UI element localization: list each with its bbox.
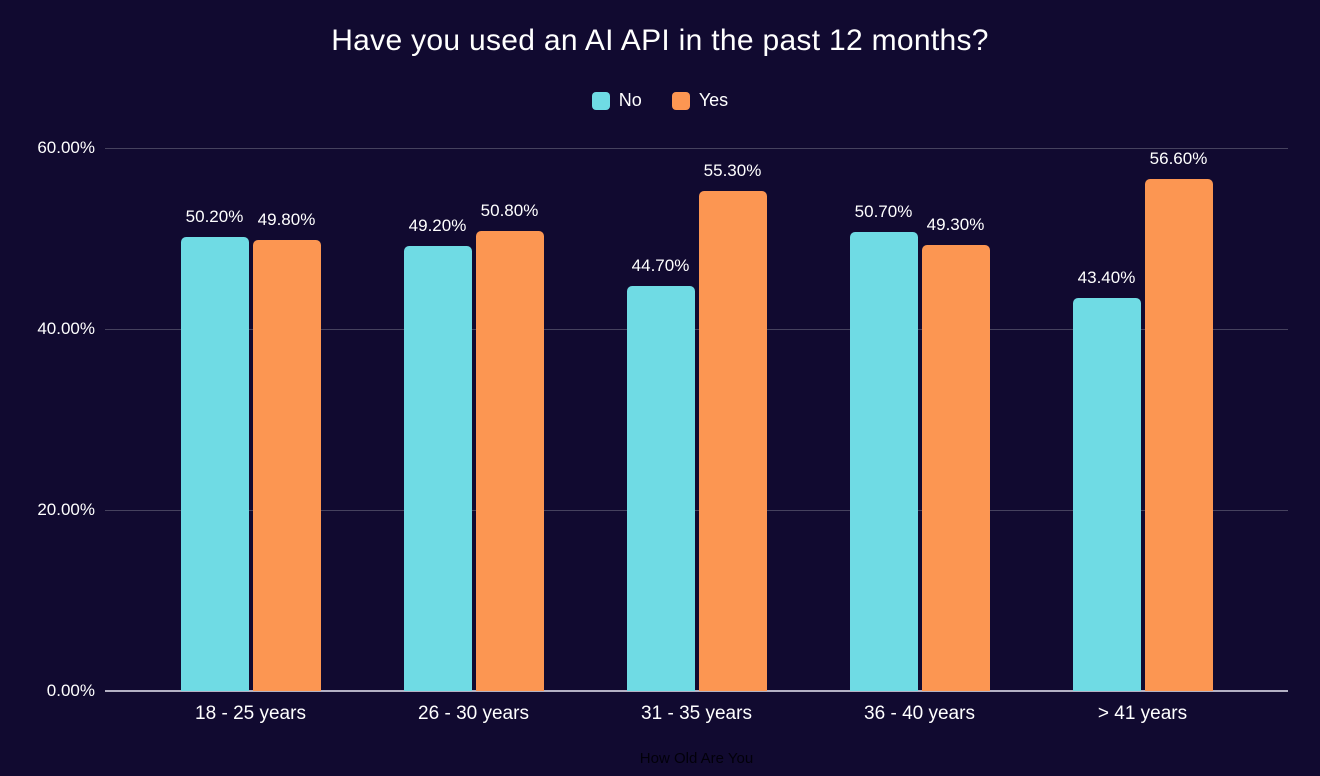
bar-no-1[interactable] xyxy=(403,245,472,691)
legend-item-no[interactable]: No xyxy=(591,90,642,111)
gridline xyxy=(105,329,1288,330)
legend-swatch-icon xyxy=(671,91,690,110)
y-tick-label: 20.00% xyxy=(37,500,95,519)
y-tick-label: 60.00% xyxy=(37,138,95,157)
x-tick-label: 18 - 25 years xyxy=(195,703,306,724)
bar-value-label: 56.60% xyxy=(1149,148,1208,168)
legend-swatch-icon xyxy=(591,91,610,110)
x-axis-line xyxy=(105,690,1288,692)
legend-label: No xyxy=(618,90,642,110)
x-tick-label: 36 - 40 years xyxy=(864,703,975,724)
plot-area: 50.20% 49.80% 49.20% 50.80% 44.70% 55.30% 50.7… xyxy=(105,148,1288,692)
x-tick-label: > 41 years xyxy=(1097,703,1188,724)
gridline xyxy=(105,510,1288,511)
bar-no-2[interactable] xyxy=(626,286,695,691)
legend: No Yes xyxy=(0,90,1320,111)
bar-value-label: 50.20% xyxy=(185,206,244,226)
bar-value-label: 49.20% xyxy=(408,215,467,235)
x-tick-label: 31 - 35 years xyxy=(641,703,752,724)
y-tick-label: 40.00% xyxy=(37,319,95,338)
x-axis-title: How Old Are You xyxy=(639,750,754,767)
bar-no-0[interactable] xyxy=(180,236,249,691)
bar-no-3[interactable] xyxy=(849,232,918,691)
bar-yes-1[interactable] xyxy=(475,231,544,691)
bar-value-label: 50.80% xyxy=(480,201,539,221)
bar-value-label: 49.30% xyxy=(926,214,985,234)
legend-item-yes[interactable]: Yes xyxy=(671,90,729,111)
bar-yes-4[interactable] xyxy=(1144,178,1213,691)
bar-yes-0[interactable] xyxy=(252,240,321,691)
y-tick-label: 0.00% xyxy=(46,681,95,700)
bar-no-4[interactable] xyxy=(1072,298,1141,691)
gridline xyxy=(105,148,1288,149)
bar-value-label: 55.30% xyxy=(703,160,762,180)
chart-title: Have you used an AI API in the past 12 m… xyxy=(331,24,989,57)
bar-value-label: 44.70% xyxy=(631,256,690,276)
bar-yes-3[interactable] xyxy=(921,244,990,691)
legend-label: Yes xyxy=(698,90,729,110)
x-tick-label: 26 - 30 years xyxy=(418,703,529,724)
bar-value-label: 43.40% xyxy=(1077,268,1136,288)
bar-value-label: 49.80% xyxy=(257,210,316,230)
bar-yes-2[interactable] xyxy=(698,190,767,691)
bar-value-label: 50.70% xyxy=(854,202,913,222)
